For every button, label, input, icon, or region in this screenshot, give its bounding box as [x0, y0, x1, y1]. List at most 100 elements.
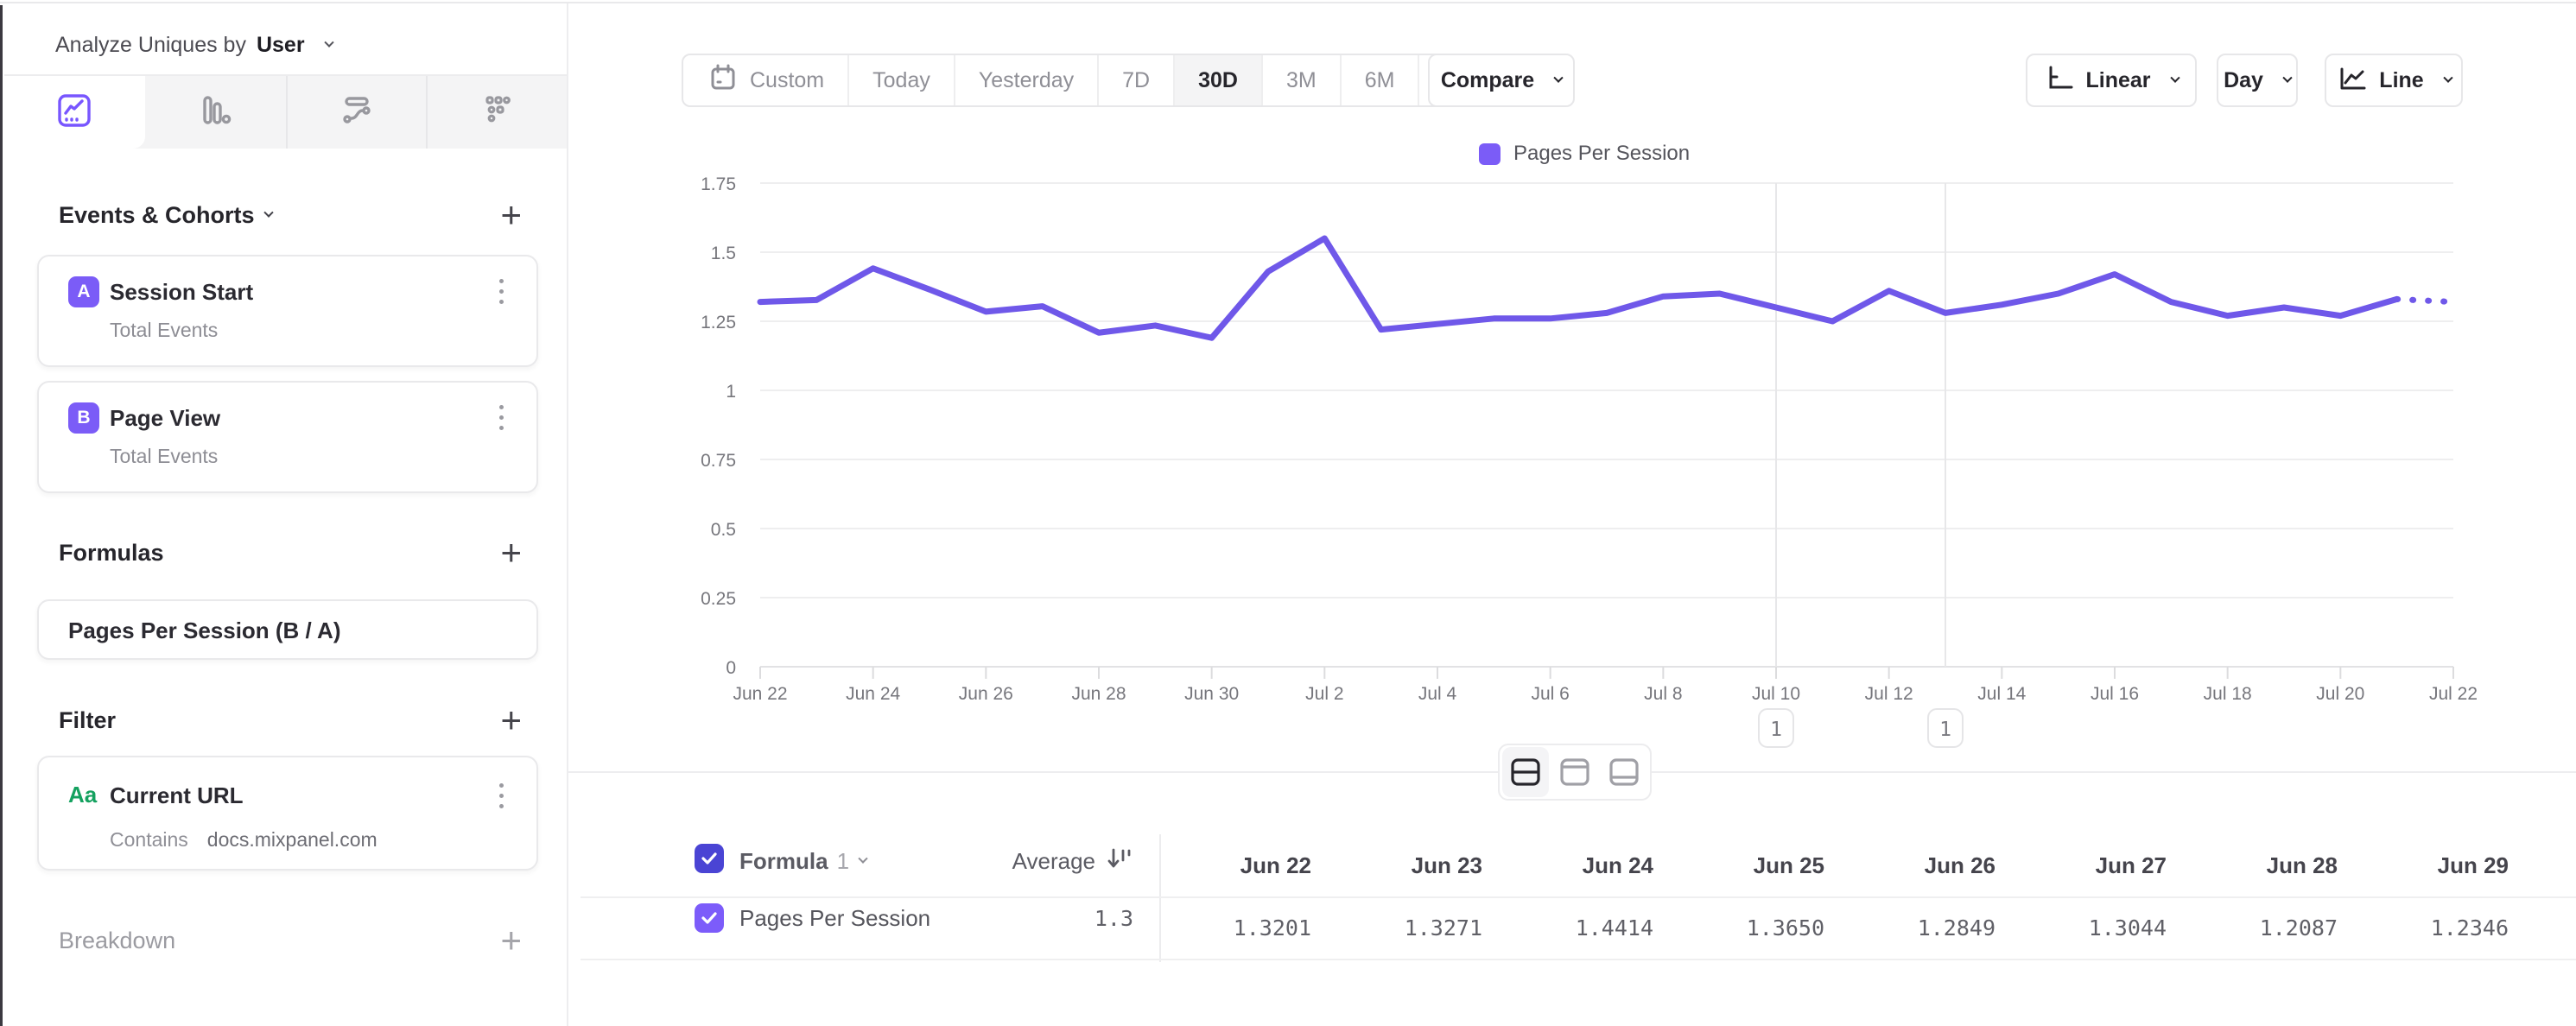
chevron-down-icon	[263, 207, 274, 218]
x-axis-label: Jun 30	[1184, 684, 1239, 704]
x-axis-label: Jun 28	[1071, 684, 1126, 704]
range-segment-7d[interactable]: 7D	[1097, 55, 1173, 105]
date-column-header[interactable]: Jun 24	[1582, 852, 1653, 878]
legend-label: Pages Per Session	[1513, 142, 1691, 165]
annotation-marker[interactable]	[1927, 708, 1964, 748]
scale-dropdown[interactable]: Linear	[2026, 54, 2197, 107]
series-value-cell: 1.3044	[2088, 915, 2167, 940]
x-axis-label: Jun 26	[959, 684, 1013, 704]
select-all-checkbox[interactable]	[695, 844, 724, 873]
date-column-header[interactable]: Jun 29	[2437, 852, 2509, 878]
legend-swatch	[1479, 142, 1501, 165]
x-axis-label: Jul 16	[2091, 684, 2139, 704]
y-axis-label: 1.75	[701, 174, 736, 194]
analyze-by-dropdown[interactable]: User	[256, 32, 305, 57]
sidebar-tab-bars[interactable]	[145, 76, 286, 149]
line-chart[interactable]: 0 0.25 0.5 0.75 1 1.25 1.5 1.75 1 1 Jun 22 Jun 24 Ju…	[567, 160, 2576, 764]
kebab-menu-icon[interactable]	[488, 279, 514, 304]
sort-descending-icon[interactable]	[1106, 845, 1133, 878]
table-date-headers: Jun 22 Jun 23 Jun 24 Jun 25 Jun 26 Jun 27 Jun …	[1161, 834, 2529, 896]
event-card-a[interactable]: A Session Start Total Events	[37, 255, 538, 367]
kebab-menu-icon[interactable]	[488, 783, 514, 808]
x-axis-label: Jul 4	[1418, 684, 1457, 704]
range-segment-custom[interactable]: Custom	[683, 55, 847, 105]
y-axis-label: 0.5	[711, 520, 736, 540]
x-axis-label: Jun 22	[733, 684, 787, 704]
report-type-tabbar	[4, 76, 567, 149]
y-axis-label: 0	[726, 658, 736, 678]
query-builder-sidebar: Analyze Uniques by User	[4, 3, 567, 1026]
add-breakdown-button[interactable]: +	[500, 920, 522, 960]
event-badge-b: B	[68, 402, 99, 434]
series-line-partial[interactable]	[2394, 295, 2457, 306]
chevron-down-icon	[2282, 73, 2293, 83]
date-column-header[interactable]: Jun 27	[2095, 852, 2167, 878]
y-axis-label: 1	[726, 382, 736, 402]
average-column-header[interactable]: Average	[864, 844, 1133, 878]
add-formula-button[interactable]: +	[500, 532, 522, 573]
filter-value[interactable]: docs.mixpanel.com	[206, 828, 378, 851]
date-range-control: CustomTodayYesterday7D30D3M6M12M	[682, 54, 1511, 107]
calendar-icon	[707, 61, 739, 100]
compare-button[interactable]: Compare	[1428, 54, 1575, 107]
date-column-header[interactable]: Jun 22	[1240, 852, 1311, 878]
filter-condition[interactable]: Contains docs.mixpanel.com	[110, 828, 378, 852]
range-segment-6m[interactable]: 6M	[1339, 55, 1418, 105]
granularity-dropdown[interactable]: Day	[2217, 54, 2298, 107]
filter-card[interactable]: Aa Current URL Contains docs.mixpanel.co…	[37, 756, 538, 871]
formula-card[interactable]: Pages Per Session (B / A)	[37, 599, 538, 660]
series-line[interactable]	[757, 235, 2401, 341]
range-segment-3m[interactable]: 3M	[1260, 55, 1340, 105]
events-section-title[interactable]: Events & Cohorts	[59, 202, 274, 229]
date-column-header[interactable]: Jun 25	[1753, 852, 1824, 878]
x-axis-label: Jul 22	[2429, 684, 2478, 704]
flow-icon	[336, 90, 378, 136]
x-axis-label: Jul 8	[1644, 684, 1682, 704]
event-card-b[interactable]: B Page View Total Events	[37, 381, 538, 493]
series-value-cell: 1.2087	[2259, 915, 2338, 940]
x-axis-label: Jul 12	[1865, 684, 1913, 704]
chevron-down-icon	[1553, 73, 1564, 83]
layout-toggle-bottom-panel-view[interactable]	[1601, 747, 1647, 797]
series-value-cell: 1.4414	[1575, 915, 1653, 940]
range-segment-30d[interactable]: 30D	[1173, 55, 1261, 105]
range-segment-yesterday[interactable]: Yesterday	[953, 55, 1097, 105]
linear-axis-icon	[2044, 62, 2075, 99]
filter-operator[interactable]: Contains	[110, 828, 188, 851]
series-value-cell: 1.3650	[1746, 915, 1824, 940]
table-column-divider	[1159, 834, 1161, 962]
kebab-menu-icon[interactable]	[488, 405, 514, 430]
date-column-header[interactable]: Jun 26	[1924, 852, 1995, 878]
x-axis-label: Jul 18	[2204, 684, 2252, 704]
chart-type-dropdown[interactable]: Line	[2325, 54, 2463, 107]
bar-chart-icon	[194, 90, 236, 136]
table-row: 1.3201 1.3271 1.4414 1.3650 1.2849 1.3044 1.20…	[1161, 896, 2529, 959]
range-segment-today[interactable]: Today	[847, 55, 954, 105]
check-icon	[701, 852, 717, 864]
sidebar-tab-insights[interactable]	[4, 76, 145, 149]
annotation-count: 1	[1939, 719, 1951, 741]
sidebar-tab-retention[interactable]	[426, 76, 567, 149]
x-axis-label: Jul 2	[1305, 684, 1343, 704]
annotation-count: 1	[1770, 719, 1782, 741]
event-badge-a: A	[68, 276, 99, 307]
layout-toggle-top-panel-view[interactable]	[1551, 747, 1598, 797]
date-column-header[interactable]: Jun 28	[2266, 852, 2338, 878]
add-event-button[interactable]: +	[500, 194, 522, 235]
formulas-section-header: Formulas +	[59, 535, 522, 571]
filter-section-title: Filter	[59, 706, 117, 733]
breakdown-section-header: Breakdown +	[59, 922, 522, 959]
formula-column-header[interactable]: Formula 1	[739, 844, 868, 878]
series-row-label[interactable]: Pages Per Session	[739, 904, 931, 931]
add-filter-button[interactable]: +	[500, 700, 522, 740]
series-average-value: 1.3	[1094, 905, 1133, 931]
chart-legend[interactable]: Pages Per Session	[1479, 142, 1690, 166]
series-checkbox[interactable]	[695, 903, 724, 933]
layout-toggle-split-view[interactable]	[1502, 747, 1550, 797]
event-measure[interactable]: Total Events	[110, 445, 219, 467]
series-value-cell: 1.3271	[1404, 915, 1482, 940]
date-column-header[interactable]: Jun 23	[1411, 852, 1482, 878]
annotation-marker[interactable]	[1758, 708, 1794, 748]
sidebar-tab-flows[interactable]	[285, 76, 427, 149]
event-measure[interactable]: Total Events	[110, 319, 219, 341]
